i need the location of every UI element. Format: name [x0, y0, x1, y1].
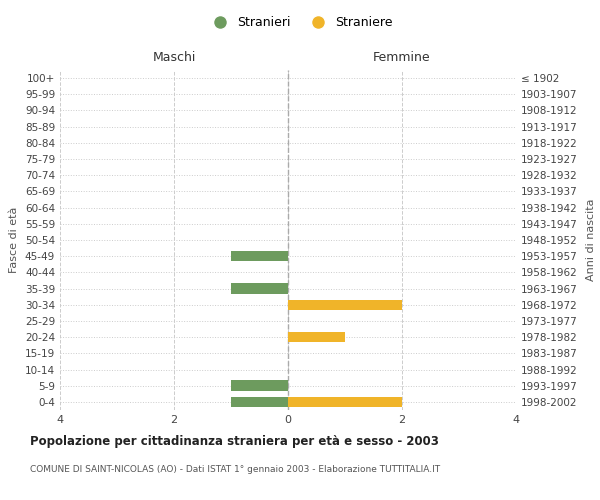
Y-axis label: Anni di nascita: Anni di nascita [586, 198, 596, 281]
Bar [231, 284, 288, 294]
Bar [288, 396, 402, 407]
Bar [231, 380, 288, 391]
Bar [288, 300, 402, 310]
Legend: Stranieri, Straniere: Stranieri, Straniere [202, 11, 398, 34]
Bar [231, 251, 288, 262]
Bar [231, 396, 288, 407]
Text: Maschi: Maschi [152, 52, 196, 64]
Text: COMUNE DI SAINT-NICOLAS (AO) - Dati ISTAT 1° gennaio 2003 - Elaborazione TUTTITA: COMUNE DI SAINT-NICOLAS (AO) - Dati ISTA… [30, 465, 440, 474]
Text: Popolazione per cittadinanza straniera per età e sesso - 2003: Popolazione per cittadinanza straniera p… [30, 435, 439, 448]
Text: Femmine: Femmine [373, 52, 431, 64]
Bar [288, 332, 345, 342]
Y-axis label: Fasce di età: Fasce di età [10, 207, 19, 273]
